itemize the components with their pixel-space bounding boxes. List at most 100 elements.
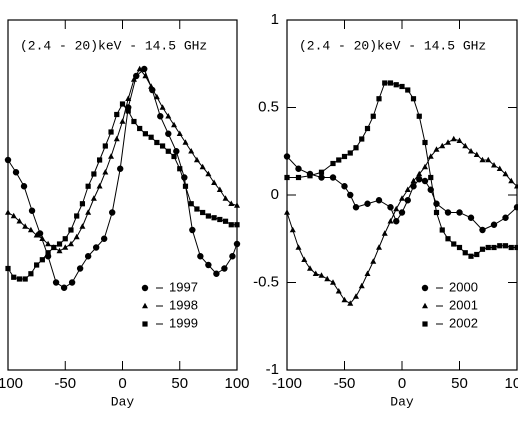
- marker-triangle: [130, 76, 137, 82]
- marker-triangle: [182, 139, 189, 145]
- marker-triangle: [370, 258, 377, 264]
- marker-circle: [92, 244, 100, 251]
- marker-square: [171, 153, 177, 160]
- y-tick-label: -1: [266, 361, 279, 378]
- marker-circle: [84, 253, 92, 260]
- marker-square: [68, 227, 74, 233]
- plot-frame: [286, 19, 518, 371]
- marker-square: [188, 201, 194, 207]
- marker-triangle: [508, 177, 515, 184]
- y-tick-label: -0.5: [253, 273, 279, 290]
- marker-triangle: [199, 163, 206, 170]
- marker-square: [370, 113, 376, 119]
- marker-triangle: [211, 179, 218, 185]
- marker-circle: [213, 270, 220, 277]
- marker-circle: [502, 214, 509, 221]
- marker-triangle: [335, 288, 342, 294]
- marker-square: [45, 250, 51, 256]
- marker-triangle: [142, 302, 148, 309]
- marker-triangle: [514, 183, 518, 189]
- x-tick-label: 0: [398, 375, 406, 392]
- marker-square: [34, 262, 40, 268]
- marker-square: [445, 236, 451, 242]
- marker-triangle: [108, 153, 115, 159]
- marker-circle: [28, 207, 36, 214]
- marker-triangle: [5, 209, 11, 215]
- marker-square: [497, 243, 503, 249]
- marker-triangle: [330, 279, 336, 285]
- marker-triangle: [353, 293, 359, 299]
- marker-circle: [68, 279, 76, 286]
- marker-square: [295, 174, 302, 181]
- marker-triangle: [422, 302, 428, 309]
- marker-square: [102, 143, 108, 149]
- series-line: [7, 68, 238, 252]
- marker-triangle: [193, 156, 200, 163]
- marker-triangle: [79, 223, 86, 229]
- marker-circle: [141, 284, 149, 292]
- marker-circle: [329, 174, 337, 181]
- marker-triangle: [102, 169, 109, 175]
- marker-triangle: [473, 151, 480, 157]
- marker-triangle: [176, 130, 183, 136]
- marker-circle: [4, 156, 12, 164]
- marker-triangle: [496, 165, 503, 171]
- marker-circle: [456, 209, 463, 216]
- marker-square: [422, 321, 428, 327]
- legend-label: 1998: [169, 297, 198, 312]
- marker-triangle: [289, 226, 296, 233]
- marker-triangle: [119, 118, 126, 124]
- marker-triangle: [416, 170, 423, 177]
- marker-triangle: [341, 296, 348, 303]
- marker-triangle: [222, 195, 229, 201]
- legend-label: 2001: [449, 297, 478, 312]
- marker-circle: [165, 130, 172, 137]
- annotation: (2.4 - 20)keV - 14.5 GHz: [299, 38, 486, 53]
- marker-square: [39, 257, 45, 263]
- marker-square: [318, 169, 325, 175]
- marker-square: [159, 143, 166, 149]
- marker-square: [514, 244, 518, 251]
- marker-triangle: [439, 142, 446, 149]
- marker-square: [479, 246, 486, 252]
- marker-square: [428, 174, 434, 181]
- marker-triangle: [85, 209, 92, 215]
- marker-square: [165, 148, 171, 154]
- x-tick-label: -100: [0, 375, 23, 392]
- marker-triangle: [479, 156, 486, 163]
- marker-triangle: [381, 230, 388, 236]
- marker-circle: [352, 204, 360, 211]
- marker-triangle: [427, 153, 434, 159]
- marker-circle: [387, 204, 394, 211]
- marker-circle: [347, 191, 354, 199]
- marker-triangle: [67, 240, 74, 247]
- marker-triangle: [445, 139, 451, 145]
- marker-triangle: [318, 272, 325, 278]
- marker-circle: [490, 221, 498, 228]
- marker-triangle: [39, 235, 46, 241]
- marker-square: [85, 183, 91, 189]
- marker-circle: [283, 153, 291, 160]
- marker-triangle: [387, 218, 394, 224]
- marker-circle: [375, 197, 383, 204]
- marker-square: [142, 131, 148, 137]
- plot-frame: [7, 19, 238, 371]
- marker-square: [382, 80, 388, 86]
- marker-triangle: [462, 142, 469, 149]
- marker-square: [364, 125, 371, 132]
- marker-circle: [341, 183, 348, 190]
- marker-circle: [295, 165, 302, 172]
- marker-triangle: [404, 186, 411, 192]
- marker-square: [131, 118, 137, 125]
- marker-square: [410, 96, 417, 102]
- marker-circle: [157, 113, 164, 120]
- marker-triangle: [234, 202, 240, 208]
- marker-square: [91, 171, 97, 177]
- annotation: (2.4 - 20)keV - 14.5 GHz: [20, 38, 207, 53]
- marker-circle: [233, 240, 241, 248]
- marker-circle: [60, 284, 68, 291]
- marker-square: [56, 241, 63, 247]
- marker-square: [125, 108, 131, 114]
- marker-square: [416, 113, 422, 119]
- marker-triangle: [468, 148, 474, 154]
